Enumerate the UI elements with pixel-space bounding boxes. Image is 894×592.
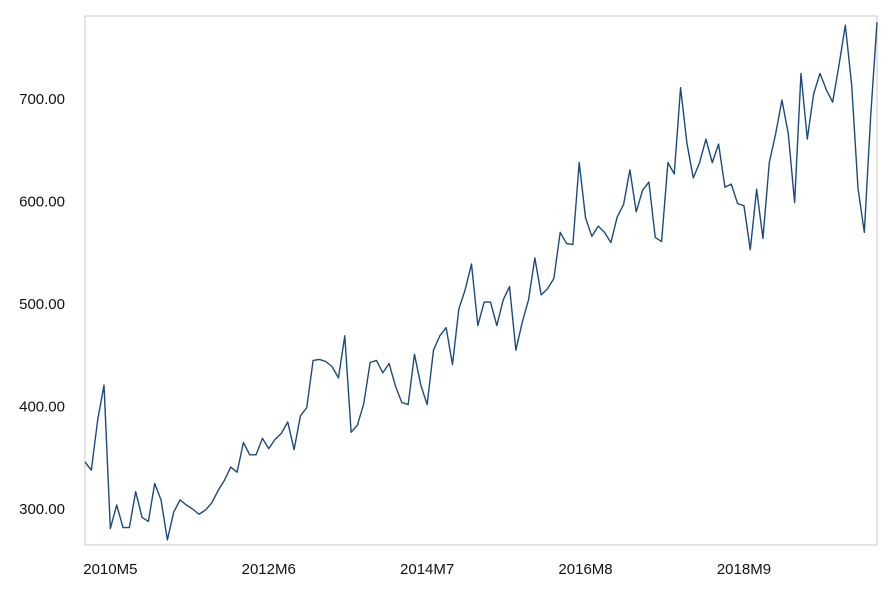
- y-tick-label: 300.00: [19, 501, 65, 518]
- x-tick-label: 2014M7: [400, 561, 454, 578]
- y-tick-label: 600.00: [19, 194, 65, 211]
- x-tick-label: 2010M5: [83, 561, 137, 578]
- y-tick-label: 700.00: [19, 91, 65, 108]
- x-tick-label: 2018M9: [717, 561, 771, 578]
- plot-frame: [84, 15, 878, 546]
- x-tick-label: 2016M8: [558, 561, 612, 578]
- y-tick-label: 500.00: [19, 296, 65, 313]
- x-tick-label: 2012M6: [242, 561, 296, 578]
- y-tick-label: 400.00: [19, 399, 65, 416]
- data-line: [84, 22, 878, 541]
